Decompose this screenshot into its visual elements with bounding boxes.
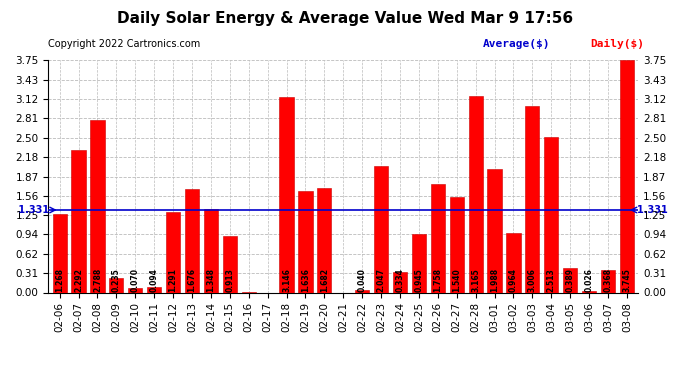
Text: Average($): Average($) <box>483 39 551 50</box>
Bar <box>563 268 578 292</box>
Bar <box>450 197 464 292</box>
Bar <box>487 169 502 292</box>
Text: 0.040: 0.040 <box>357 268 366 292</box>
Text: 1.331: 1.331 <box>15 205 49 215</box>
Bar <box>147 286 161 292</box>
Text: 0.026: 0.026 <box>584 268 593 292</box>
Bar <box>279 98 294 292</box>
Bar <box>298 191 313 292</box>
Text: 2.292: 2.292 <box>74 268 83 292</box>
Text: Daily($): Daily($) <box>590 39 644 50</box>
Text: 0.094: 0.094 <box>150 268 159 292</box>
Text: 1.331: 1.331 <box>638 205 671 215</box>
Text: 3.006: 3.006 <box>528 268 537 292</box>
Bar <box>506 233 520 292</box>
Bar <box>109 278 124 292</box>
Text: 1.676: 1.676 <box>188 268 197 292</box>
Text: Copyright 2022 Cartronics.com: Copyright 2022 Cartronics.com <box>48 39 201 50</box>
Text: 1.636: 1.636 <box>301 268 310 292</box>
Bar <box>620 60 634 292</box>
Text: 0.235: 0.235 <box>112 268 121 292</box>
Bar <box>223 236 237 292</box>
Text: 1.291: 1.291 <box>168 268 177 292</box>
Bar <box>431 183 445 292</box>
Text: 1.348: 1.348 <box>206 268 215 292</box>
Text: 2.513: 2.513 <box>546 268 555 292</box>
Bar <box>90 120 105 292</box>
Text: Daily Solar Energy & Average Value Wed Mar 9 17:56: Daily Solar Energy & Average Value Wed M… <box>117 11 573 26</box>
Text: 1.988: 1.988 <box>490 268 499 292</box>
Bar <box>204 209 218 292</box>
Bar <box>355 290 369 292</box>
Text: 0.334: 0.334 <box>395 268 404 292</box>
Bar <box>166 213 180 292</box>
Text: 1.268: 1.268 <box>55 268 64 292</box>
Text: 0.070: 0.070 <box>131 268 140 292</box>
Text: 3.745: 3.745 <box>622 268 631 292</box>
Text: 1.540: 1.540 <box>452 268 461 292</box>
Text: 0.389: 0.389 <box>566 268 575 292</box>
Text: 3.165: 3.165 <box>471 268 480 292</box>
Bar <box>601 270 615 292</box>
Text: 0.368: 0.368 <box>604 268 613 292</box>
Bar <box>185 189 199 292</box>
Text: 2.788: 2.788 <box>93 268 102 292</box>
Text: 0.913: 0.913 <box>226 268 235 292</box>
Text: 0.964: 0.964 <box>509 268 518 292</box>
Bar <box>412 234 426 292</box>
Bar <box>525 106 540 292</box>
Bar <box>393 272 407 292</box>
Bar <box>317 188 331 292</box>
Text: 2.047: 2.047 <box>377 268 386 292</box>
Bar <box>128 288 142 292</box>
Text: 1.758: 1.758 <box>433 268 442 292</box>
Bar <box>469 96 483 292</box>
Bar <box>72 150 86 292</box>
Bar <box>544 137 558 292</box>
Bar <box>52 214 67 292</box>
Text: 3.146: 3.146 <box>282 268 291 292</box>
Bar <box>582 291 596 292</box>
Text: 0.945: 0.945 <box>415 268 424 292</box>
Text: 1.682: 1.682 <box>320 268 329 292</box>
Bar <box>374 166 388 292</box>
